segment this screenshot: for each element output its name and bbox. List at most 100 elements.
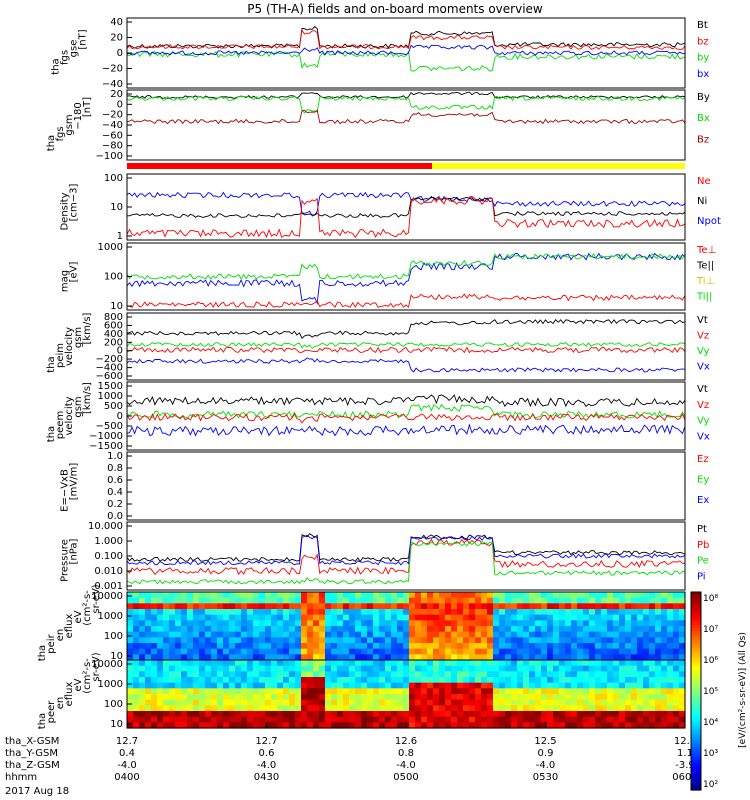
heatmap-cell — [403, 603, 410, 610]
heatmap-cell — [325, 671, 332, 678]
heatmap-cell — [361, 711, 368, 718]
colorbar-tick: 10³ — [703, 749, 718, 759]
heatmap-cell — [265, 716, 272, 723]
heatmap-cell — [559, 609, 566, 616]
heatmap-cell — [517, 603, 524, 610]
heatmap-cell — [571, 665, 578, 672]
heatmap-cell — [643, 699, 650, 706]
heatmap-cell — [133, 694, 140, 701]
heatmap-cell — [163, 660, 170, 667]
ytick-label: −40 — [102, 79, 123, 90]
heatmap-cell — [571, 677, 578, 684]
heatmap-cell — [397, 705, 404, 712]
heatmap-cell — [223, 677, 230, 684]
heatmap-cell — [541, 665, 548, 672]
heatmap-cell — [151, 626, 158, 633]
heatmap-cell — [415, 620, 422, 627]
ytick-label: 10000 — [91, 659, 123, 670]
heatmap-cell — [589, 665, 596, 672]
heatmap-cell — [205, 609, 212, 616]
heatmap-cell — [301, 711, 308, 718]
heatmap-cell — [193, 637, 200, 644]
heatmap-cell — [331, 643, 338, 650]
heatmap-cell — [619, 643, 626, 650]
heatmap-cell — [487, 711, 494, 718]
ylabel-line: (cm²-s- — [82, 658, 93, 694]
heatmap-cell — [463, 626, 470, 633]
heatmap-cell — [265, 648, 272, 655]
heatmap-cell — [661, 597, 668, 604]
heatmap-cell — [259, 614, 266, 621]
heatmap-cell — [595, 716, 602, 723]
colorbar-step — [691, 776, 701, 781]
colorbar-step — [691, 664, 701, 669]
colorbar: 10⁸10⁷10⁶10⁵10⁴10³10²[eV/(cm²-s-sr-eV)] … — [690, 591, 748, 791]
heatmap-cell — [199, 671, 206, 678]
heatmap-cell — [271, 609, 278, 616]
heatmap-cell — [247, 592, 254, 599]
heatmap-cell — [169, 626, 176, 633]
heatmap-cell — [643, 648, 650, 655]
heatmap-cell — [397, 677, 404, 684]
heatmap-cell — [595, 682, 602, 689]
heatmap-cell — [595, 648, 602, 655]
heatmap-cell — [355, 716, 362, 723]
heatmap-cell — [439, 677, 446, 684]
heatmap-cell — [649, 614, 656, 621]
heatmap-cell — [517, 716, 524, 723]
heatmap-cell — [175, 648, 182, 655]
heatmap-cell — [601, 716, 608, 723]
heatmap-cell — [205, 620, 212, 627]
heatmap-cell — [151, 671, 158, 678]
heatmap-cell — [433, 711, 440, 718]
heatmap-cell — [397, 592, 404, 599]
heatmap-cell — [397, 660, 404, 667]
heatmap-cell — [469, 626, 476, 633]
heatmap-cell — [403, 699, 410, 706]
heatmap-cell — [427, 722, 434, 729]
heatmap-cell — [181, 716, 188, 723]
heatmap-cell — [445, 631, 452, 638]
heatmap-cell — [259, 603, 266, 610]
heatmap-cell — [421, 637, 428, 644]
heatmap-cell — [541, 648, 548, 655]
heatmap-cell — [313, 665, 320, 672]
heatmap-cell — [505, 637, 512, 644]
heatmap-cell — [193, 597, 200, 604]
heatmap-cell — [529, 626, 536, 633]
heatmap-cell — [529, 603, 536, 610]
heatmap-cell — [145, 711, 152, 718]
heatmap-cell — [139, 671, 146, 678]
ephemeris-value: 0.8 — [398, 748, 414, 759]
colorbar-step — [691, 681, 701, 685]
heatmap-cell — [613, 671, 620, 678]
ytick-label: −100 — [96, 151, 123, 162]
heatmap-cell — [457, 654, 464, 661]
heatmap-cell — [415, 626, 422, 633]
heatmap-cell — [271, 603, 278, 610]
heatmap-cell — [367, 711, 374, 718]
heatmap-cell — [439, 716, 446, 723]
heatmap-cell — [451, 614, 458, 621]
heatmap-cell — [637, 614, 644, 621]
heatmap-cell — [253, 711, 260, 718]
heatmap-cell — [457, 677, 464, 684]
heatmap-cell — [547, 722, 554, 729]
heatmap-cell — [277, 665, 284, 672]
colorbar-step — [691, 634, 701, 639]
ylabel-line: [mV/m] — [69, 463, 80, 501]
heatmap-cell — [511, 637, 518, 644]
heatmap-cell — [193, 648, 200, 655]
heatmap-cell — [373, 671, 380, 678]
heatmap-cell — [337, 665, 344, 672]
ylabel-line: fgs — [55, 126, 66, 141]
heatmap-cell — [583, 620, 590, 627]
heatmap-cell — [325, 654, 332, 661]
heatmap-cell — [439, 682, 446, 689]
heatmap-cell — [319, 643, 326, 650]
heatmap-cell — [205, 631, 212, 638]
ytick-label: 10 — [110, 651, 123, 662]
heatmap-cell — [169, 694, 176, 701]
heatmap-cell — [397, 643, 404, 650]
ytick-label: 10.000 — [88, 521, 123, 532]
